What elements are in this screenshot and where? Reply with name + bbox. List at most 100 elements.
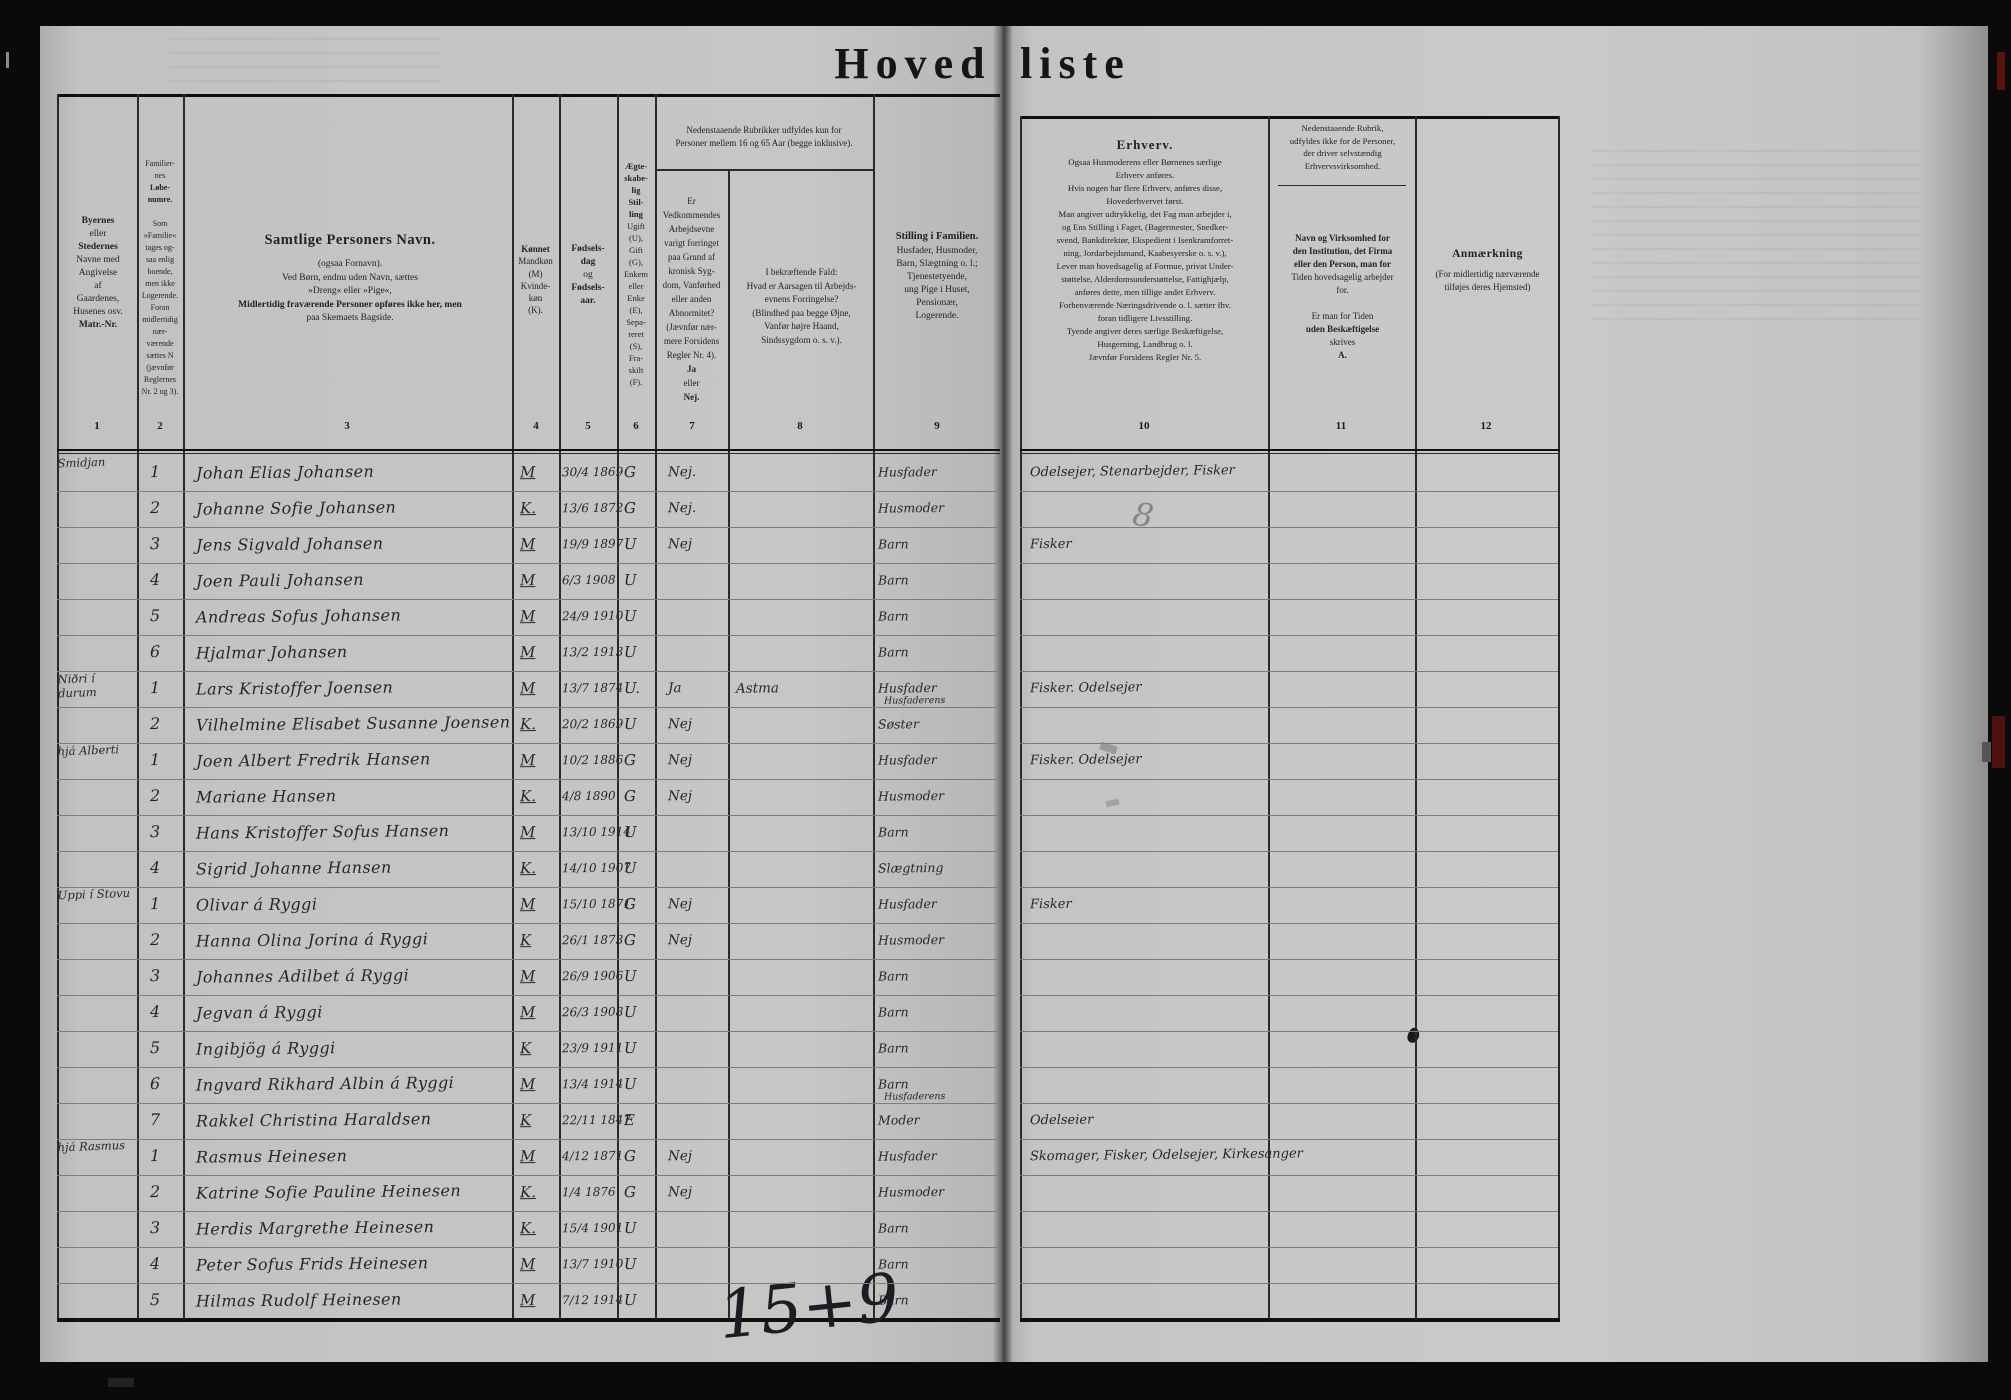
cell-name: Lars Kristoffer Joensen <box>195 677 394 699</box>
header-remarks-column: Anmærkning (For midlertidig nærværende til… <box>1435 248 1540 292</box>
grid-line <box>57 779 1000 780</box>
grid-line <box>57 491 1000 492</box>
cell-sex: K. <box>519 499 537 518</box>
census-row: 4 Peter Sofus Frids Heinesen M 13/7 1910 U Ba… <box>0 1247 2011 1283</box>
cell-name: Ingibjög á Ryggi <box>195 1038 336 1059</box>
cell-marital: U <box>623 535 637 554</box>
census-row: 3 Hans Kristoffer Sofus Hansen M 13/10 1914… <box>0 815 2011 851</box>
cell-birth: 22/11 1847 <box>561 1112 631 1128</box>
census-row: Smidjan 1 Johan Elias Johansen M 30/4 1869 G N… <box>0 455 2011 491</box>
grid-line <box>1020 1103 1558 1104</box>
cell-janej: Nej. <box>667 464 697 481</box>
column-number: 11 <box>1335 420 1347 432</box>
grid-line <box>57 1247 1000 1248</box>
cell-marital: G <box>623 787 637 806</box>
cell-sex: K. <box>519 1183 537 1202</box>
header-sex-column: Kønnet Mandkøn (M) Kvinde-køn (K). <box>518 244 553 316</box>
grid-line <box>1020 1031 1558 1032</box>
cell-marital: U <box>623 1075 637 1094</box>
grid-line <box>57 743 1000 744</box>
cell-sex: K <box>519 1111 532 1130</box>
census-row: 5 Hilmas Rudolf Heinesen M 7/12 1914 U Barn <box>0 1283 2011 1319</box>
cell-num: 1 <box>149 750 161 770</box>
cell-marital: G <box>623 751 637 770</box>
cell-place: Uppi í Stovu <box>57 885 131 903</box>
grid-line <box>57 1283 1000 1284</box>
grid-line <box>1020 743 1558 744</box>
cell-marital: U <box>623 1039 637 1058</box>
cell-stilling: Husfader <box>877 1148 937 1164</box>
cell-num: 5 <box>149 1038 161 1058</box>
cell-birth: 26/9 1906 <box>561 968 624 984</box>
cell-name: Joen Albert Fredrik Hansen <box>195 749 431 771</box>
column-number: 6 <box>633 420 639 432</box>
cell-name: Katrine Sofie Pauline Heinesen <box>195 1180 462 1203</box>
cell-birth: 13/10 1914 <box>561 824 631 840</box>
cell-name: Ingvard Rikhard Albin á Ryggi <box>195 1072 455 1095</box>
grid-line <box>57 599 1000 600</box>
grid-line <box>57 959 1000 960</box>
header-age-range-note: Nedenstaaende Rubrikker udfyldes kun for… <box>675 125 853 148</box>
cell-num: 4 <box>149 858 161 878</box>
cell-stilling: Barn <box>877 1040 909 1056</box>
cell-name: Hans Kristoffer Sofus Hansen <box>195 821 450 843</box>
cell-stilling: Barn <box>877 824 909 840</box>
cell-birth: 24/9 1910 <box>561 608 624 624</box>
cell-name: Vilhelmine Elisabet Susanne Joensen <box>195 712 511 735</box>
cell-sex: K. <box>519 859 537 878</box>
cell-birth: 23/9 1911 <box>561 1040 624 1056</box>
cell-sex: M <box>519 895 536 914</box>
grid-line <box>57 527 1000 528</box>
cell-marital: U <box>623 1255 637 1274</box>
column-number: 10 <box>1138 420 1150 432</box>
cell-stilling: Moder <box>877 1112 920 1128</box>
cell-birth: 20/2 1869 <box>561 716 624 732</box>
grid-line <box>57 453 1000 454</box>
cell-erhverv: Fisker. Odelsejer <box>1029 752 1142 769</box>
cell-stilling: Barn <box>877 1220 909 1236</box>
grid-line <box>1020 707 1558 708</box>
header-place-column: Byernes eller Stedernes Navne med Angivelse a… <box>73 216 123 330</box>
column-number: 9 <box>934 420 940 432</box>
grid-line <box>1415 116 1417 1321</box>
cell-num: 3 <box>149 966 161 986</box>
cell-birth: 10/2 1886 <box>561 752 624 768</box>
cell-stilling: Barn <box>877 608 909 624</box>
cell-name: Herdis Margrethe Heinesen <box>195 1217 435 1239</box>
scratch-mark <box>6 52 9 68</box>
grid-line <box>1020 1318 1560 1322</box>
cell-name: Jens Sigvald Johansen <box>195 533 384 555</box>
cell-num: 3 <box>149 1218 161 1238</box>
grid-line <box>57 707 1000 708</box>
grid-line <box>728 170 730 1321</box>
cell-sex: K. <box>519 1219 537 1238</box>
cell-birth: 13/6 1872 <box>561 500 624 516</box>
cell-stilling: Barn <box>877 572 909 588</box>
census-row: 7 Rakkel Christina Haraldsen K 22/11 1847 E M… <box>0 1103 2011 1139</box>
cell-birth: 13/7 1910 <box>561 1256 624 1272</box>
grid-line <box>1020 491 1558 492</box>
border-mark <box>108 1378 134 1387</box>
header-disability-cause-column: I bekræftende Fald: Hvad er Aarsagen til … <box>746 267 857 345</box>
cell-sex: M <box>519 1147 536 1166</box>
cell-sex: M <box>519 571 536 590</box>
cell-marital: G <box>623 895 637 914</box>
cell-marital: G <box>623 1183 637 1202</box>
cell-sex: M <box>519 607 536 626</box>
cell-name: Johannes Adilbet á Ryggi <box>195 965 410 987</box>
column-number: 5 <box>585 420 591 432</box>
cell-sex: M <box>519 1003 536 1022</box>
grid-line <box>1020 635 1558 636</box>
cell-birth: 26/3 1908 <box>561 1004 624 1020</box>
grid-line <box>655 169 873 171</box>
cell-num: 1 <box>149 894 161 914</box>
bleedthrough-ghost <box>170 38 440 82</box>
header-employer-column-note: Nedenstaaende Rubrik, udfyldes ikke for d… <box>1289 123 1396 171</box>
cell-num: 3 <box>149 534 161 554</box>
cell-place: Smidjan <box>57 454 106 471</box>
cell-num: 7 <box>149 1110 161 1130</box>
cell-janej: Nej <box>667 716 693 733</box>
grid-line <box>57 995 1000 996</box>
cell-name: Hjalmar Johansen <box>195 642 348 663</box>
